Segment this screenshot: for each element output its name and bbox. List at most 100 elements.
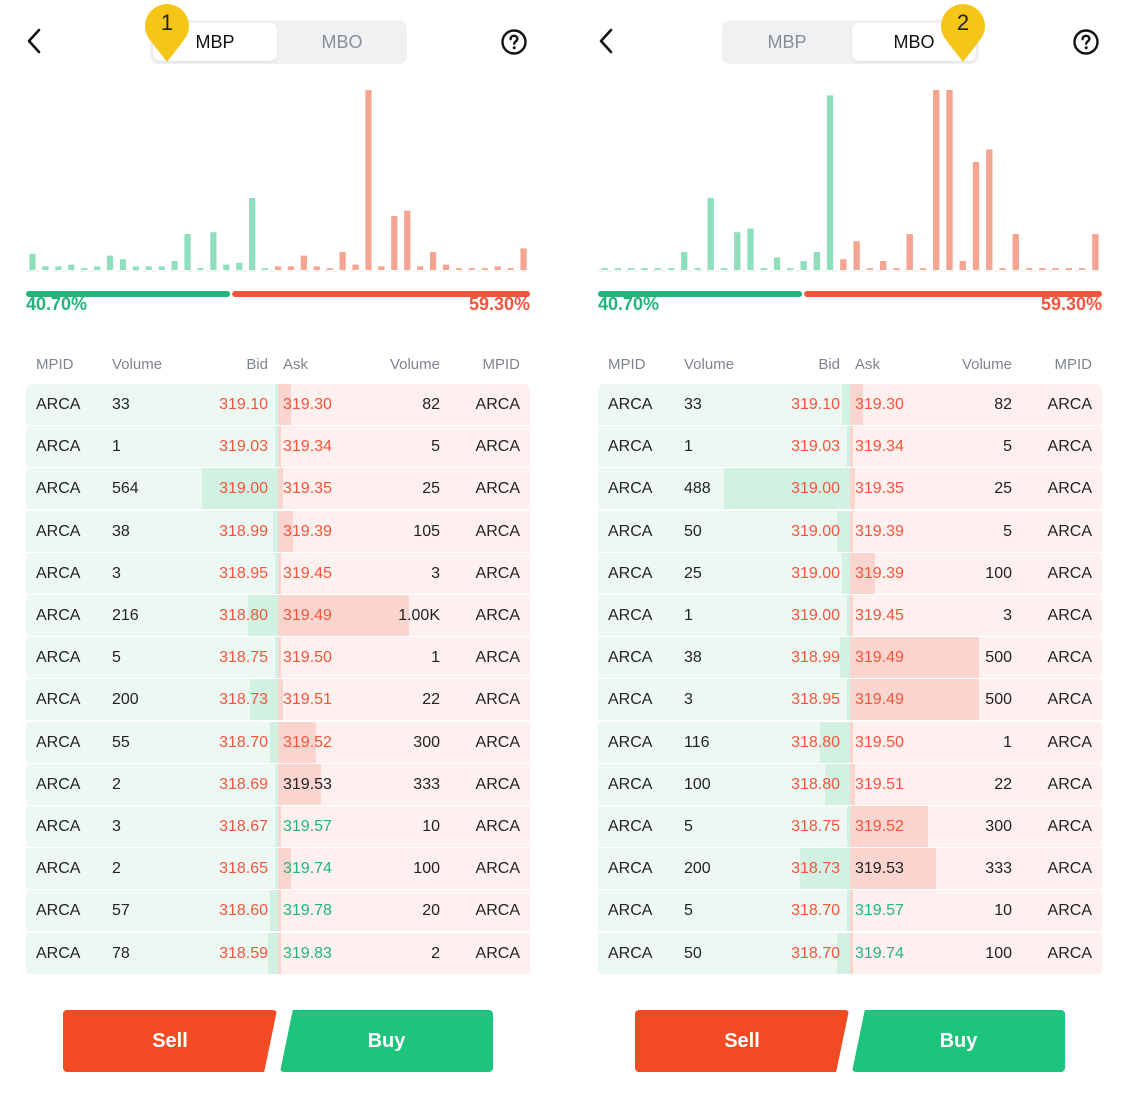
ask-volume-bar bbox=[278, 468, 284, 510]
table-row[interactable]: ARCA 564 319.00 319.35 25 ARCA bbox=[26, 468, 530, 510]
table-row[interactable]: ARCA 78 318.59 319.83 2 ARCA bbox=[26, 932, 530, 975]
ask-mpid: ARCA bbox=[1047, 564, 1092, 582]
bid-row-background bbox=[598, 426, 850, 468]
bid-volume-bar bbox=[847, 679, 850, 721]
sell-button[interactable]: Sell bbox=[635, 1010, 849, 1072]
table-row[interactable]: ARCA 5 318.70 319.57 10 ARCA bbox=[598, 890, 1102, 932]
ask-mpid: ARCA bbox=[1047, 480, 1092, 498]
bid-row-background bbox=[598, 763, 850, 805]
table-row[interactable]: ARCA 216 318.80 319.49 1.00K ARCA bbox=[26, 595, 530, 637]
ask-row-background bbox=[850, 384, 1102, 425]
bid-price: 318.60 bbox=[219, 902, 268, 920]
bid-volume-bar bbox=[819, 721, 850, 763]
bid-price: 319.00 bbox=[791, 607, 840, 624]
table-row[interactable]: ARCA 33 319.10 319.30 82 ARCA bbox=[26, 384, 530, 426]
table-row[interactable]: ARCA 5 318.75 319.50 1 ARCA bbox=[26, 637, 530, 679]
ask-volume-bar bbox=[850, 679, 979, 721]
ask-row-background bbox=[850, 426, 1102, 468]
tab-mbp[interactable]: MBP bbox=[767, 31, 807, 52]
table-row[interactable]: ARCA 3 318.95 319.49 500 ARCA bbox=[598, 679, 1102, 721]
ask-mpid: ARCA bbox=[1047, 818, 1092, 835]
back-button[interactable] bbox=[24, 26, 46, 56]
depth-bar-bid bbox=[261, 268, 269, 270]
depth-bar-ask bbox=[919, 268, 927, 270]
table-row[interactable]: ARCA 1 319.03 319.34 5 ARCA bbox=[598, 426, 1102, 468]
table-row[interactable]: ARCA 100 318.80 319.51 22 ARCA bbox=[598, 763, 1102, 806]
table-row[interactable]: ARCA 55 318.70 319.52 300 ARCA bbox=[26, 721, 530, 764]
ask-mpid: ARCA bbox=[475, 522, 520, 540]
buy-button[interactable]: Buy bbox=[280, 1010, 493, 1072]
table-row[interactable]: ARCA 57 318.60 319.78 20 ARCA bbox=[26, 890, 530, 932]
depth-bar-bid bbox=[760, 268, 767, 270]
table-row[interactable]: ARCA 1 319.03 319.34 5 ARCA bbox=[26, 426, 530, 468]
ask-volume-bar bbox=[278, 426, 281, 468]
bid-mpid: ARCA bbox=[36, 564, 81, 582]
ask-mpid: ARCA bbox=[1047, 649, 1092, 667]
bid-mpid: ARCA bbox=[36, 775, 81, 793]
depth-bar-ask bbox=[339, 252, 346, 270]
ask-row-background bbox=[850, 510, 1102, 552]
bid-row-background bbox=[26, 384, 278, 425]
bid-price: 318.80 bbox=[219, 607, 268, 624]
table-row[interactable]: ARCA 200 318.73 319.51 22 ARCA bbox=[26, 679, 530, 721]
ask-volume: 333 bbox=[413, 775, 440, 793]
ask-row-background bbox=[850, 552, 1102, 594]
table-row[interactable]: ARCA 38 318.99 319.39 105 ARCA bbox=[26, 510, 530, 553]
depth-bar-ask bbox=[1092, 234, 1099, 270]
ask-mpid: ARCA bbox=[475, 607, 520, 624]
buy-button[interactable]: Buy bbox=[852, 1010, 1065, 1072]
table-row[interactable]: ARCA 50 319.00 319.39 5 ARCA bbox=[598, 510, 1102, 553]
ask-mpid: ARCA bbox=[475, 438, 520, 456]
table-row[interactable]: ARCA 3 318.67 319.57 10 ARCA bbox=[26, 806, 530, 848]
back-button[interactable] bbox=[596, 26, 618, 56]
table-row[interactable]: ARCA 488 319.00 319.35 25 ARCA bbox=[598, 468, 1102, 510]
depth-chart-svg bbox=[26, 90, 530, 272]
bid-row-background bbox=[26, 806, 278, 847]
table-row[interactable]: ARCA 38 318.99 319.49 500 ARCA bbox=[598, 637, 1102, 679]
table-row[interactable]: ARCA 2 318.65 319.74 100 ARCA bbox=[26, 848, 530, 890]
depth-bar-bid bbox=[720, 268, 728, 270]
ask-volume: 300 bbox=[413, 733, 440, 751]
depth-bar-ask bbox=[986, 149, 993, 270]
ask-mpid: ARCA bbox=[475, 649, 520, 667]
bid-volume: 100 bbox=[684, 775, 711, 793]
depth-bar-ask bbox=[300, 255, 307, 270]
bid-price: 318.95 bbox=[219, 564, 268, 582]
table-row[interactable]: ARCA 1 319.00 319.45 3 ARCA bbox=[598, 595, 1102, 637]
help-button[interactable] bbox=[500, 28, 528, 56]
ratio-bid-segment bbox=[26, 291, 231, 297]
ask-price: 319.39 bbox=[855, 564, 904, 582]
table-row[interactable]: ARCA 50 318.70 319.74 100 ARCA bbox=[598, 932, 1102, 975]
sell-button[interactable]: Sell bbox=[63, 1010, 277, 1072]
header-mpid-bid: MPID bbox=[608, 356, 646, 373]
ask-volume: 100 bbox=[985, 944, 1012, 962]
depth-bar-ask bbox=[494, 266, 501, 270]
bid-row-background bbox=[26, 552, 278, 594]
ask-mpid: ARCA bbox=[475, 733, 520, 751]
ask-volume: 3 bbox=[431, 564, 440, 582]
bid-volume: 2 bbox=[112, 860, 121, 878]
bid-mpid: ARCA bbox=[36, 649, 81, 667]
bid-volume: 488 bbox=[684, 480, 711, 498]
tab-mbo[interactable]: MBO bbox=[321, 31, 363, 52]
table-row[interactable]: ARCA 3 318.95 319.45 3 ARCA bbox=[26, 552, 530, 595]
table-row[interactable]: ARCA 2 318.69 319.53 333 ARCA bbox=[26, 763, 530, 806]
ask-volume: 333 bbox=[985, 860, 1012, 878]
depth-bar-bid bbox=[249, 198, 256, 270]
help-button[interactable] bbox=[1072, 28, 1100, 56]
ask-price: 319.45 bbox=[283, 564, 332, 582]
table-row[interactable]: ARCA 200 318.73 319.53 333 ARCA bbox=[598, 848, 1102, 890]
bid-volume-bar bbox=[275, 763, 278, 805]
ask-row-background bbox=[850, 890, 1102, 932]
table-row[interactable]: ARCA 33 319.10 319.30 82 ARCA bbox=[598, 384, 1102, 426]
bid-mpid: ARCA bbox=[36, 733, 81, 751]
ask-volume: 5 bbox=[431, 438, 440, 456]
table-row[interactable]: ARCA 25 319.00 319.39 100 ARCA bbox=[598, 552, 1102, 595]
bid-price: 318.70 bbox=[791, 902, 840, 920]
depth-bar-ask bbox=[972, 162, 980, 270]
table-row[interactable]: ARCA 5 318.75 319.52 300 ARCA bbox=[598, 806, 1102, 848]
table-row[interactable]: ARCA 116 318.80 319.50 1 ARCA bbox=[598, 721, 1102, 764]
order-book-header: MPID Volume Bid Ask Volume MPID bbox=[598, 356, 1102, 378]
bid-volume-bar bbox=[837, 932, 850, 974]
bid-volume-bar bbox=[824, 763, 850, 805]
